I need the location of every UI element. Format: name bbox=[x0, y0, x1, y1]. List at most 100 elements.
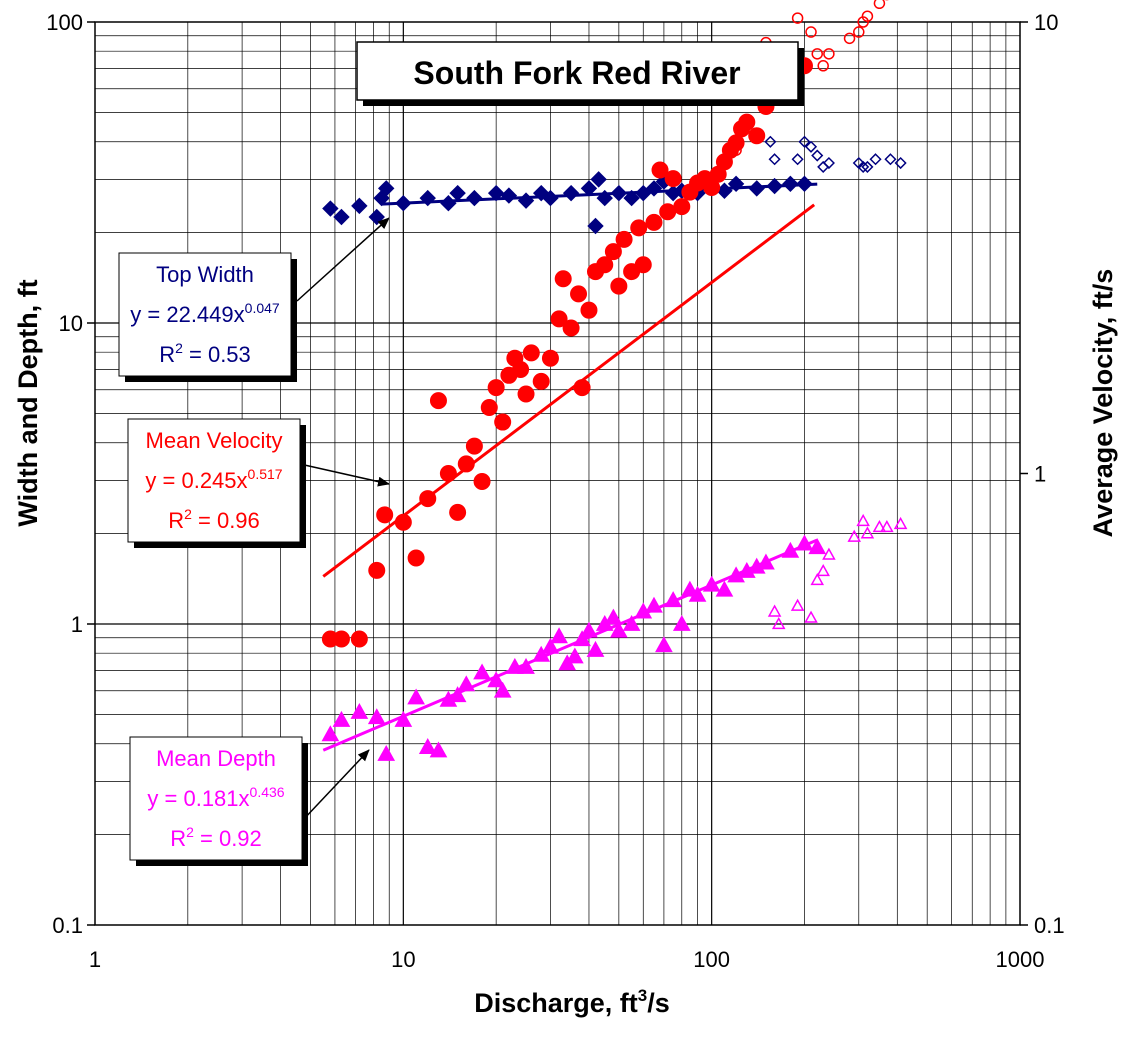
top-width-point bbox=[466, 189, 483, 207]
mean-velocity-point bbox=[480, 399, 498, 417]
mean-velocity-point bbox=[673, 198, 691, 216]
top-width-point bbox=[587, 217, 604, 235]
mean-depth-open-point bbox=[804, 610, 818, 623]
y-tick-label: 1 bbox=[71, 612, 83, 637]
top-width-point bbox=[333, 208, 350, 226]
top-width-point bbox=[727, 175, 745, 193]
mean-depth-open-point bbox=[810, 572, 825, 586]
top-width-point bbox=[562, 184, 580, 202]
mean-depth-r2: R2 = 0.92 bbox=[170, 824, 262, 851]
top-width-point bbox=[623, 189, 640, 207]
mean-depth-point bbox=[664, 591, 682, 608]
top-width-open-point bbox=[869, 153, 882, 166]
mean-depth-point bbox=[566, 647, 584, 664]
top-width-point bbox=[440, 195, 457, 212]
top-width-open-point bbox=[817, 160, 830, 173]
mean-depth-point bbox=[586, 640, 605, 657]
top-width-point bbox=[487, 184, 505, 202]
mean-velocity-point bbox=[439, 465, 457, 482]
mean-depth-point bbox=[350, 702, 369, 719]
mean-depth-point bbox=[688, 585, 707, 602]
mean-velocity-point bbox=[550, 310, 568, 328]
mean-depth-point bbox=[332, 710, 351, 727]
mean-velocity-point bbox=[512, 360, 530, 378]
top-width-open-point bbox=[894, 156, 907, 170]
chart-title-box: South Fork Red River bbox=[356, 41, 804, 106]
mean-depth-point bbox=[407, 688, 425, 705]
mean-velocity-open-point bbox=[791, 12, 804, 24]
mean-depth-open-point bbox=[771, 616, 786, 630]
mean-velocity-point bbox=[376, 506, 394, 524]
mean-velocity-point bbox=[473, 473, 491, 491]
mean-depth-point bbox=[321, 725, 340, 742]
mean-depth-equation: y = 0.181x0.436 bbox=[147, 784, 284, 811]
mean-depth-point bbox=[795, 534, 814, 551]
top-width-open-point bbox=[861, 160, 874, 173]
mean-velocity-point bbox=[748, 127, 766, 145]
mean-velocity-point bbox=[634, 256, 652, 274]
mean-depth-point bbox=[541, 637, 560, 654]
top-width-label: Top Width bbox=[156, 262, 254, 287]
mean-depth-annotation: Mean Depth y = 0.181x0.436 R2 = 0.92 bbox=[129, 736, 370, 866]
top-width-open-point bbox=[764, 135, 777, 148]
top-width-open-point bbox=[811, 149, 824, 162]
x-tick-label: 1000 bbox=[996, 947, 1045, 972]
mean-velocity-point bbox=[419, 490, 437, 508]
mean-depth-point bbox=[645, 596, 663, 613]
top-width-point bbox=[517, 192, 535, 209]
mean-velocity-open-point bbox=[843, 32, 856, 45]
mean-velocity-point bbox=[630, 219, 648, 237]
mean-velocity-label: Mean Velocity bbox=[146, 428, 283, 453]
mean-velocity-point bbox=[604, 243, 622, 261]
mean-depth-point bbox=[655, 636, 673, 653]
mean-depth-point bbox=[702, 575, 721, 592]
mean-velocity-point bbox=[580, 301, 598, 319]
mean-depth-point bbox=[377, 744, 396, 761]
mean-velocity-point bbox=[573, 379, 591, 397]
x-axis-title: Discharge, ft3/s bbox=[474, 986, 670, 1018]
data-points bbox=[321, 0, 908, 761]
mean-velocity-point bbox=[494, 413, 512, 431]
y-axis-title: Width and Depth, ft bbox=[13, 279, 43, 526]
mean-velocity-annotation: Mean Velocity y = 0.245x0.517 R2 = 0.96 bbox=[127, 418, 390, 548]
top-width-r2: R2 = 0.53 bbox=[159, 340, 251, 367]
top-width-point bbox=[378, 180, 395, 197]
mean-velocity-point bbox=[368, 561, 386, 579]
y-tick-label: 0.1 bbox=[52, 913, 83, 938]
mean-velocity-point bbox=[541, 349, 559, 367]
mean-depth-open-point bbox=[872, 519, 887, 533]
y2-tick-label: 1 bbox=[1034, 462, 1046, 487]
mean-velocity-point bbox=[659, 203, 677, 221]
mean-depth-point bbox=[573, 630, 591, 647]
mean-depth-point bbox=[757, 553, 775, 570]
mean-depth-point bbox=[532, 645, 551, 662]
mean-depth-point bbox=[609, 621, 628, 638]
mean-velocity-open-point bbox=[873, 0, 886, 10]
mean-depth-point bbox=[448, 686, 467, 703]
mean-depth-open-point bbox=[847, 529, 862, 542]
top-width-open-point bbox=[798, 135, 811, 148]
mean-depth-point bbox=[550, 627, 568, 644]
mean-depth-point bbox=[394, 710, 413, 727]
mean-depth-open-point bbox=[822, 547, 836, 560]
mean-velocity-point bbox=[457, 455, 475, 473]
top-width-open-point bbox=[857, 160, 870, 173]
mean-depth-point bbox=[517, 657, 535, 674]
mean-velocity-point bbox=[449, 503, 467, 521]
mean-velocity-r2: R2 = 0.96 bbox=[168, 506, 260, 533]
mean-depth-point bbox=[604, 608, 623, 625]
mean-depth-point bbox=[715, 580, 734, 597]
mean-velocity-open-point bbox=[823, 48, 835, 60]
y2-tick-label: 0.1 bbox=[1034, 913, 1065, 938]
mean-depth-open-point bbox=[790, 598, 805, 611]
top-width-open-point bbox=[884, 153, 897, 166]
mean-depth-point bbox=[580, 621, 598, 638]
mean-velocity-open-point bbox=[853, 26, 865, 38]
top-width-open-point bbox=[791, 153, 804, 166]
top-width-point bbox=[766, 177, 783, 195]
mean-velocity-open-point bbox=[861, 10, 874, 22]
top-width-open-point bbox=[822, 156, 835, 170]
top-width-point bbox=[596, 189, 613, 207]
mean-velocity-point bbox=[664, 170, 682, 188]
